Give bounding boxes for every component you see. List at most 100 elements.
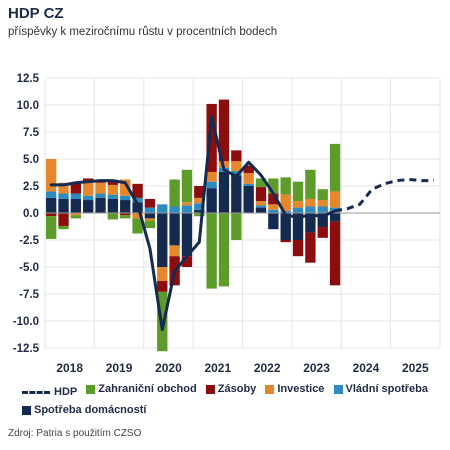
legend-swatch-domacnosti xyxy=(22,405,31,415)
y-tick-label: -7.5 xyxy=(19,289,39,301)
x-tick-label: 2025 xyxy=(402,361,429,375)
bar-segment xyxy=(292,240,304,257)
bar-segment xyxy=(95,182,106,194)
bar-segment xyxy=(206,103,217,172)
bar-segment xyxy=(329,213,341,222)
bar-segment xyxy=(305,206,316,213)
bar-segment xyxy=(231,213,242,240)
bar-segment xyxy=(329,191,341,208)
bar-segment xyxy=(107,213,119,220)
bar-segment xyxy=(268,204,279,210)
legend-label-hdp: HDP xyxy=(54,386,78,398)
bar-segment xyxy=(58,198,69,213)
bar-segment xyxy=(255,187,267,202)
legend-label-zasoby: Zásoby xyxy=(217,383,257,395)
bar-segment xyxy=(70,213,82,216)
bar-segment xyxy=(169,206,180,213)
bar-segment xyxy=(107,184,119,195)
bar-segment xyxy=(243,173,254,184)
bar-segment xyxy=(317,206,328,213)
y-tick-label: 7.5 xyxy=(23,127,40,139)
bar-segment xyxy=(70,198,82,213)
x-tick-label: 2020 xyxy=(155,361,182,375)
bar-segment xyxy=(132,183,143,198)
hdp-chart: 12.5 10.0 7.5 5.0 2.5 0.0 -2.5 -5.0 -7.5 -10.0 -12… xyxy=(13,73,441,375)
x-tick-label: 2024 xyxy=(353,361,380,375)
bar-segment xyxy=(157,204,168,213)
bar-segment xyxy=(181,202,193,206)
source-note: Zdroj: Patria s použitím CZSO xyxy=(8,428,142,439)
bar-segment xyxy=(120,213,131,216)
chart-subtitle: příspěvky k meziročnímu růstu v procentn… xyxy=(8,26,278,38)
bar-segment xyxy=(268,213,279,230)
bar-segment xyxy=(181,169,193,203)
bar-segment xyxy=(144,218,156,221)
bar-segment xyxy=(120,195,131,201)
bar-segment xyxy=(181,213,193,257)
bar-segment xyxy=(231,175,242,213)
legend-item-domacnosti: Spotřeba domácností xyxy=(22,401,146,419)
bar-segment xyxy=(46,216,57,239)
bar-segment xyxy=(280,194,291,211)
bar-segment xyxy=(243,183,254,186)
bar-segment xyxy=(107,198,119,213)
bar-segment xyxy=(280,177,291,195)
bar-segment xyxy=(144,198,156,208)
bar-segment xyxy=(317,200,328,207)
bar-segment xyxy=(70,215,82,219)
y-tick-label: -12.5 xyxy=(13,343,40,355)
bar-segment xyxy=(317,213,328,228)
bar-segment xyxy=(157,213,168,267)
bar-segment xyxy=(144,207,156,213)
bar-segment xyxy=(58,193,69,199)
x-tick-label: 2019 xyxy=(106,361,133,375)
bar-segment xyxy=(305,213,316,233)
bar-segment xyxy=(268,209,279,213)
bar-segment xyxy=(194,203,205,210)
legend-item-vladni: Vládní spotřeba xyxy=(333,380,429,398)
bar-segment xyxy=(305,169,316,199)
y-tick-label: -10.0 xyxy=(13,316,39,328)
bar-segment xyxy=(292,181,304,202)
bar-segment xyxy=(120,215,131,219)
bar-segment xyxy=(194,209,205,213)
bar-segment xyxy=(231,150,242,162)
y-tick-label: -5.0 xyxy=(19,262,39,274)
bar-segment xyxy=(218,171,230,213)
bar-segment xyxy=(292,207,304,213)
bar-segment xyxy=(206,171,217,182)
bar-segment xyxy=(169,213,180,246)
bar-segment xyxy=(95,193,106,198)
bar-segment xyxy=(194,186,205,198)
bar-segment xyxy=(255,205,267,208)
bar-segment xyxy=(255,178,267,188)
bar-segment xyxy=(132,213,143,219)
bar-segment xyxy=(95,197,106,213)
legend-label-investice: Investice xyxy=(277,383,325,395)
bar-segment xyxy=(46,159,57,192)
legend-label-vladni: Vládní spotřeba xyxy=(345,383,429,395)
bar-segment xyxy=(181,256,193,267)
bar-segment xyxy=(107,194,119,199)
bar-segment xyxy=(83,195,94,201)
legend-label-zahranicni: Zahraniční obchod xyxy=(98,383,197,395)
bar-segment xyxy=(144,220,156,229)
bar-segment xyxy=(231,161,242,171)
bar-segment xyxy=(305,232,316,263)
y-tick-label: 10.0 xyxy=(17,100,39,112)
bar-segment xyxy=(157,267,168,282)
bar-segment xyxy=(329,221,341,286)
legend-swatch-investice xyxy=(265,384,275,394)
bar-segment xyxy=(46,213,57,217)
y-tick-label: 5.0 xyxy=(23,154,39,166)
legend: HDP Zahraniční obchod Zásoby Investice V… xyxy=(22,380,442,421)
y-tick-label: -2.5 xyxy=(19,235,39,247)
bar-segment xyxy=(305,198,316,207)
bar-segment xyxy=(70,193,82,199)
bar-segment xyxy=(218,99,230,162)
bar-segment xyxy=(280,240,291,243)
bar-segment xyxy=(120,179,131,196)
legend-swatch-vladni xyxy=(333,384,343,394)
bar-segment xyxy=(280,213,291,240)
bar-segment xyxy=(132,197,143,203)
